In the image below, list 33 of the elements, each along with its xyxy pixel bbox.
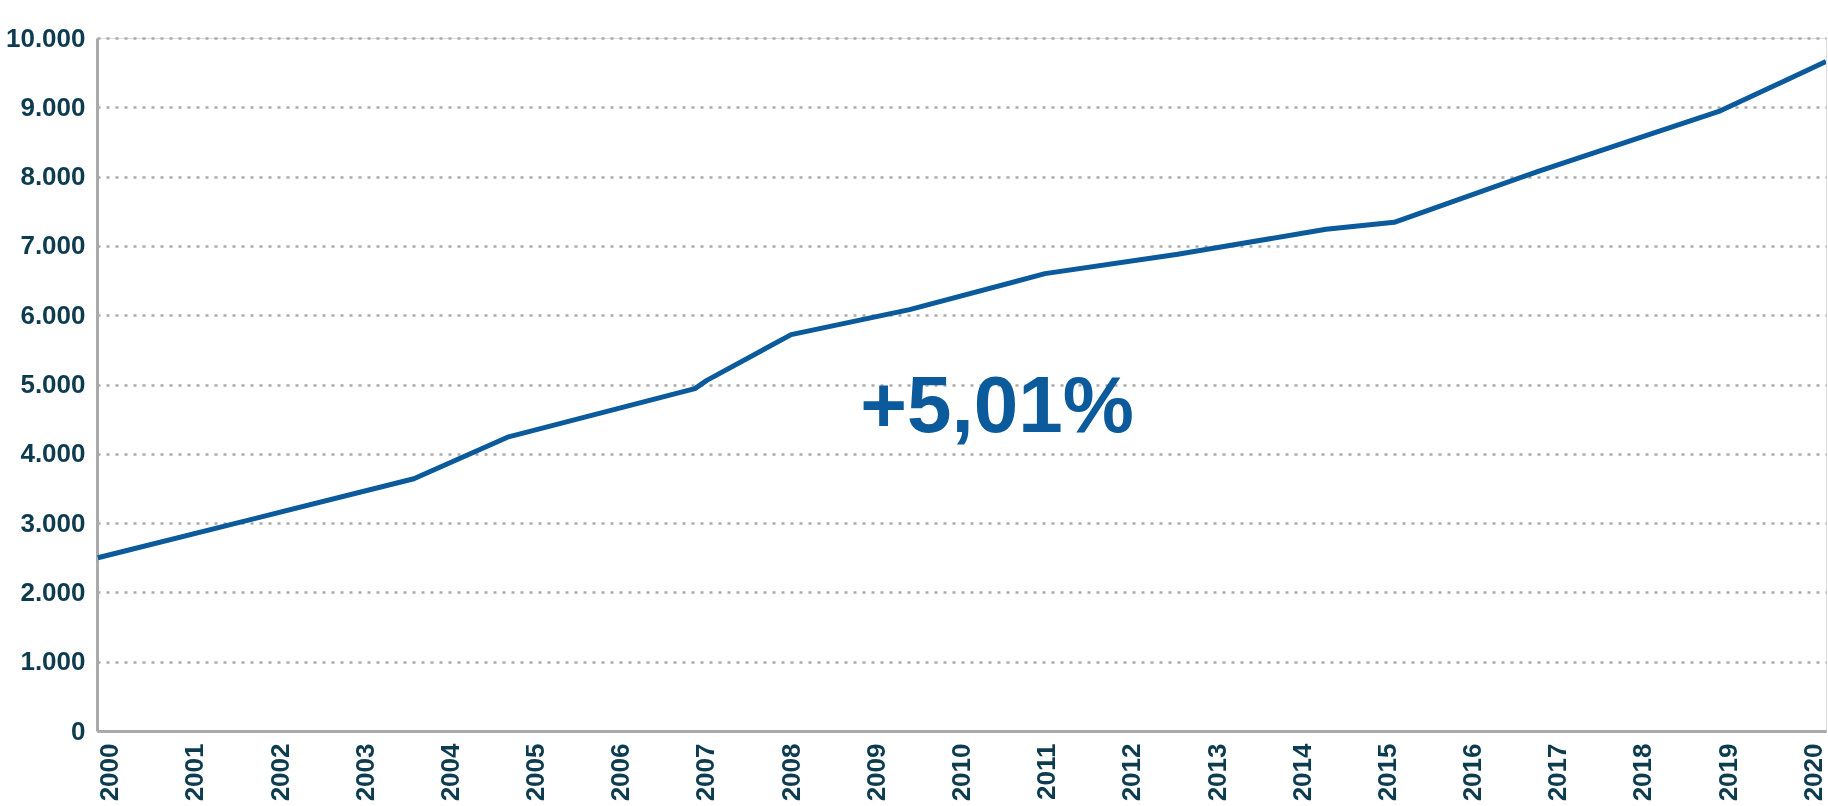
y-tick-label: 2.000 [20,576,86,607]
x-tick-label: 2017 [1542,743,1573,802]
y-tick-label: 0 [71,715,86,746]
x-tick-label: 2019 [1712,743,1743,802]
x-tick-label: 2009 [860,743,891,802]
x-tick-label: 2005 [520,743,551,802]
y-tick-label: 6.000 [20,299,86,330]
y-tick-label: 9.000 [20,91,86,122]
x-tick-label: 2011 [1031,743,1062,800]
y-tick-label: 4.000 [20,438,86,469]
annotation: +5,01% [860,360,1134,449]
x-tick-label: 2015 [1371,743,1402,802]
x-tick-label: 2020 [1797,743,1828,802]
y-tick-label: 10.000 [5,22,86,53]
x-tick-label: 2000 [94,743,125,802]
x-tick-label: 2010 [946,743,976,802]
y-tick-label: 3.000 [20,507,86,538]
x-tick-label: 2016 [1457,743,1488,802]
x-tick-label: 2003 [349,743,380,802]
x-tick-label: 2001 [179,743,210,802]
y-tick-label: 1.000 [20,646,86,677]
x-tick-label: 2013 [1201,743,1232,802]
x-tick-label: 2018 [1627,743,1658,802]
y-tick-label: 7.000 [20,230,86,261]
y-tick-label: 5.000 [20,369,86,399]
y-tick-label: 8.000 [20,161,86,192]
x-tick-label: 2012 [1116,743,1147,802]
x-tick-label: 2014 [1286,742,1317,802]
x-tick-label: 2008 [775,743,806,802]
x-tick-label: 2007 [690,743,721,802]
x-tick-label: 2002 [264,743,295,802]
x-tick-label: 2006 [605,743,636,802]
x-tick-label: 2004 [434,742,465,802]
